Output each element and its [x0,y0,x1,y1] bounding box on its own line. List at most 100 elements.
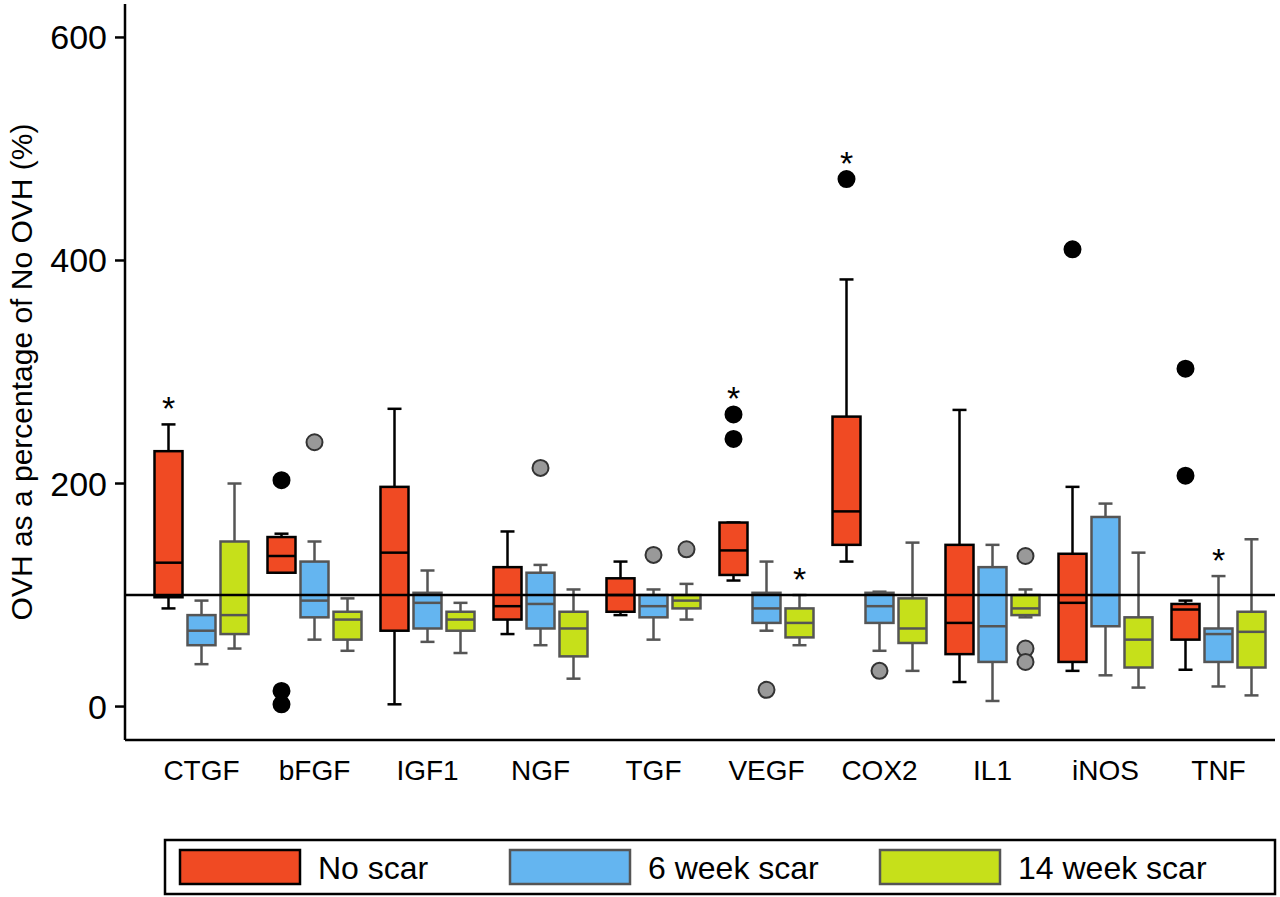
whisker-cap-low [1066,670,1080,673]
outlier [1178,361,1194,377]
whisker-cap-high [341,597,355,600]
box [1172,604,1200,640]
whisker-cap-low [454,652,468,655]
annotation: * [1212,541,1225,579]
whisker-low [958,654,961,682]
median [527,603,555,606]
whisker-low [1250,668,1253,696]
y-axis [124,4,127,740]
box [1059,554,1087,662]
box [560,612,588,657]
median [979,625,1007,628]
median [494,605,522,608]
box [527,573,555,629]
median [414,602,442,605]
legend-label: No scar [318,850,429,886]
whisker-cap-high [228,482,242,485]
legend-swatch [880,850,1000,884]
x-tick-label: COX2 [841,755,917,786]
whisker-cap-high [1099,502,1113,505]
box [155,451,183,597]
box [188,615,216,645]
whisker-cap-low [228,647,242,650]
whisker-cap-high [906,541,920,544]
outlier [274,472,290,488]
x-tick-label: CTGF [163,755,239,786]
whisker-high [506,531,509,567]
whisker-high [346,598,349,611]
median [720,549,748,552]
whisker-cap-low [341,650,355,653]
box [899,598,927,643]
y-tick-label: 400 [50,241,107,279]
box [720,523,748,575]
legend-swatch [510,850,630,884]
median [753,607,781,610]
whisker-cap-low [760,629,774,632]
median [221,614,249,617]
median [155,561,183,564]
outlier [679,541,695,557]
x-tick-label: VEGF [728,755,804,786]
whisker-low [1217,662,1220,687]
whisker-cap-high [1019,588,1033,591]
whisker-cap-high [454,602,468,605]
median [1059,602,1087,605]
box [1125,617,1153,667]
whisker-high [572,589,575,611]
box [673,595,701,608]
box [866,593,894,623]
box [753,593,781,623]
box [946,545,974,654]
box [268,537,296,573]
whisker-cap-high [1179,599,1193,602]
plot-marks [125,171,1275,712]
x-axis [125,739,1275,742]
y-axis-label: OVH as a percentage of No OVH (%) [5,124,38,621]
whisker-low [167,597,170,608]
median [673,599,701,602]
median [1205,633,1233,636]
median [1172,608,1200,611]
whisker-cap-high [953,409,967,412]
whisker-high [1071,487,1074,554]
legend-label: 6 week scar [648,850,819,886]
whisker-cap-high [760,560,774,563]
whisker-cap-high [1066,486,1080,489]
whisker-cap-low [1179,668,1193,671]
whisker-high [619,562,622,579]
median [301,599,329,602]
whisker-cap-low [1212,685,1226,688]
median [899,627,927,630]
whisker-high [845,279,848,416]
box [494,567,522,619]
annotation: * [840,144,853,182]
whisker-cap-low [308,638,322,641]
legend: No scar6 week scar14 week scar [165,840,1275,894]
median [1238,631,1266,634]
whisker-cap-high [501,530,515,533]
whisker-cap-low [614,614,628,617]
median [560,627,588,630]
whisker-cap-low [1019,616,1033,619]
whisker-low [878,623,881,651]
whisker-cap-high [840,278,854,281]
box [640,595,668,617]
box [447,612,475,631]
box [833,417,861,545]
y-tick-label: 600 [50,18,107,56]
y-tick [115,259,125,262]
whisker-cap-low [680,618,694,621]
whisker-cap-high [534,564,548,567]
median [1012,607,1040,610]
annotation: * [162,389,175,427]
whisker-high [393,409,396,487]
x-tick-label: IGF1 [396,755,458,786]
median [786,622,814,625]
box [1012,595,1040,615]
whisker-cap-low [567,677,581,680]
whisker-low [426,628,429,641]
whisker-low [313,617,316,639]
outlier [274,696,290,712]
whisker-high [426,570,429,592]
